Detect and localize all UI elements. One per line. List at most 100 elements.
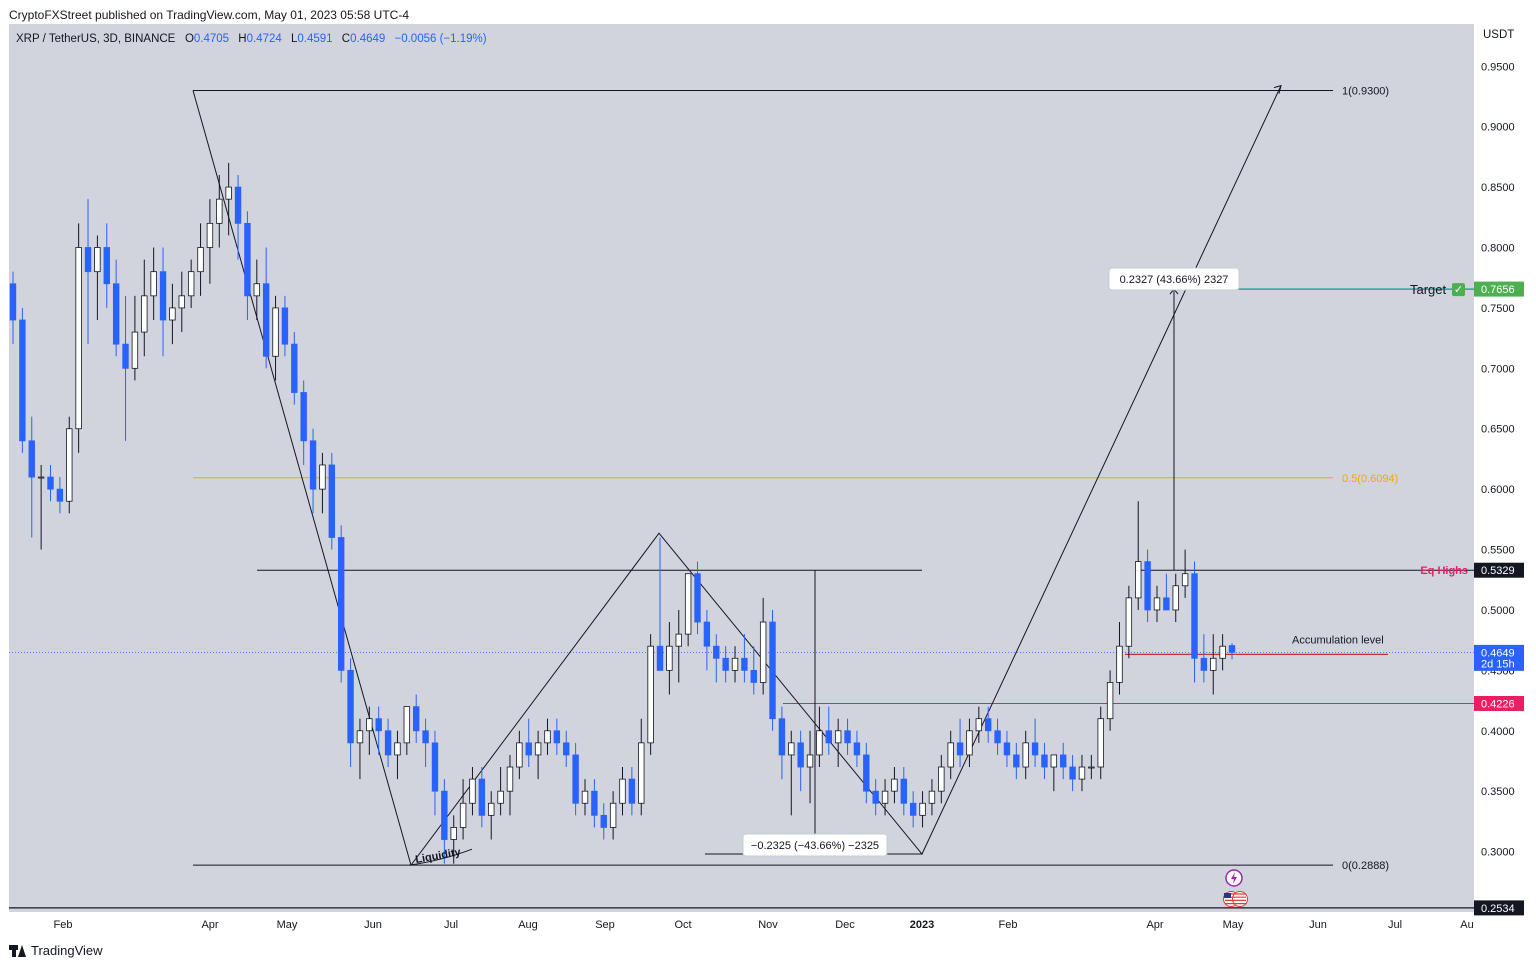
open-value: 0.4705 (193, 33, 230, 45)
candle (778, 706, 786, 780)
candle (384, 718, 392, 768)
candle (609, 791, 617, 840)
candle-body (1172, 585, 1179, 611)
candle-body (797, 742, 804, 768)
candle (56, 477, 64, 514)
candle (759, 597, 767, 695)
candle (1050, 754, 1058, 792)
candle (1125, 585, 1133, 659)
candle (919, 791, 926, 828)
published-header: CryptoFXStreet published on TradingView.… (9, 8, 409, 22)
price-tag: 0.7656 (1474, 281, 1524, 297)
x-tick-label: May (1223, 919, 1244, 931)
candle (1069, 754, 1076, 792)
candle-body (544, 730, 551, 744)
candle (1031, 718, 1039, 768)
candle-body (272, 307, 279, 357)
candle (769, 609, 776, 731)
candle-body (834, 730, 842, 744)
candle-body (1219, 645, 1226, 659)
candle (103, 223, 110, 308)
candle (1153, 585, 1161, 623)
candle (872, 779, 879, 816)
measure-up-box: 0.2327 (43.66%) 2327 (1108, 267, 1240, 291)
candle-body (319, 464, 326, 490)
y-tick-label: 0.5000 (1481, 605, 1515, 617)
candle (328, 452, 336, 550)
candle-body (488, 802, 495, 816)
candle-body (1013, 754, 1020, 768)
candle-body (459, 802, 467, 828)
candle-body (206, 222, 214, 248)
candle-body (19, 319, 26, 442)
measure-up-box-bg (1108, 267, 1240, 291)
candle-body (778, 718, 786, 756)
tradingview-logo-icon (9, 944, 26, 957)
candle-body (1022, 742, 1029, 768)
flag-canton (1224, 893, 1231, 898)
candle-body (131, 331, 139, 369)
candle (1106, 670, 1114, 731)
high-label: H (238, 33, 247, 45)
candle-body (938, 766, 945, 792)
symbol-name: XRP / TetherUS, 3D, BINANCE (16, 33, 176, 45)
candle-body (1050, 754, 1058, 768)
candle-body (891, 778, 898, 792)
candle-body (178, 295, 185, 309)
candle-body (1181, 573, 1189, 587)
candle (863, 742, 870, 804)
tradingview-brand[interactable]: TradingView (9, 943, 103, 958)
candle (853, 730, 861, 768)
candle (300, 380, 307, 465)
candle (628, 767, 636, 816)
lightning-bolt (1231, 872, 1237, 884)
candle-body (806, 754, 814, 768)
candle (834, 718, 842, 768)
axis-layer: 0.9500 0.9000 0.8500 0.8000 0.7500 0.7000 0.65… (54, 61, 1524, 931)
y-tick-label: 0.8000 (1481, 243, 1515, 255)
candle-body (609, 802, 617, 828)
candle (1088, 754, 1095, 780)
us-flag-icon (1232, 891, 1248, 907)
y-tick-label: 0.9000 (1481, 122, 1515, 134)
candle (581, 779, 589, 816)
x-tick-label: Nov (758, 919, 778, 931)
candle-body (403, 706, 411, 744)
candle-body (84, 247, 92, 273)
candle-body (159, 271, 167, 321)
candle (375, 706, 382, 755)
candle (806, 730, 814, 804)
candle-body (722, 657, 729, 671)
fib-0.5-label: 0.5(0.6094) (1342, 473, 1398, 485)
candle (122, 295, 129, 441)
candle (1172, 573, 1179, 623)
candle-body (187, 271, 195, 297)
candle-body (478, 778, 486, 816)
candle (112, 259, 120, 357)
candle-body (703, 621, 711, 647)
price-tag-bg (1474, 695, 1524, 711)
candle (1181, 549, 1189, 598)
candle (234, 175, 242, 260)
candle-body (47, 476, 54, 490)
candle-body (600, 814, 607, 828)
candle-body (928, 790, 936, 804)
candle-body (881, 790, 889, 804)
candle (985, 706, 992, 743)
candle-body (1097, 718, 1104, 768)
candle (19, 307, 26, 453)
candle (178, 271, 185, 333)
candle (1210, 634, 1217, 695)
candle (797, 730, 804, 792)
close-value: 0.4649 (350, 33, 386, 45)
candle (141, 259, 148, 357)
candle (366, 706, 373, 755)
price-tag: 0.4226 (1474, 695, 1524, 711)
liquidity-curve (408, 848, 473, 866)
candle (928, 779, 936, 816)
candle-body (534, 742, 542, 756)
candle (722, 646, 729, 683)
price-tag: 0.5329 (1474, 562, 1524, 578)
y-tick-label: 0.5500 (1481, 545, 1515, 557)
